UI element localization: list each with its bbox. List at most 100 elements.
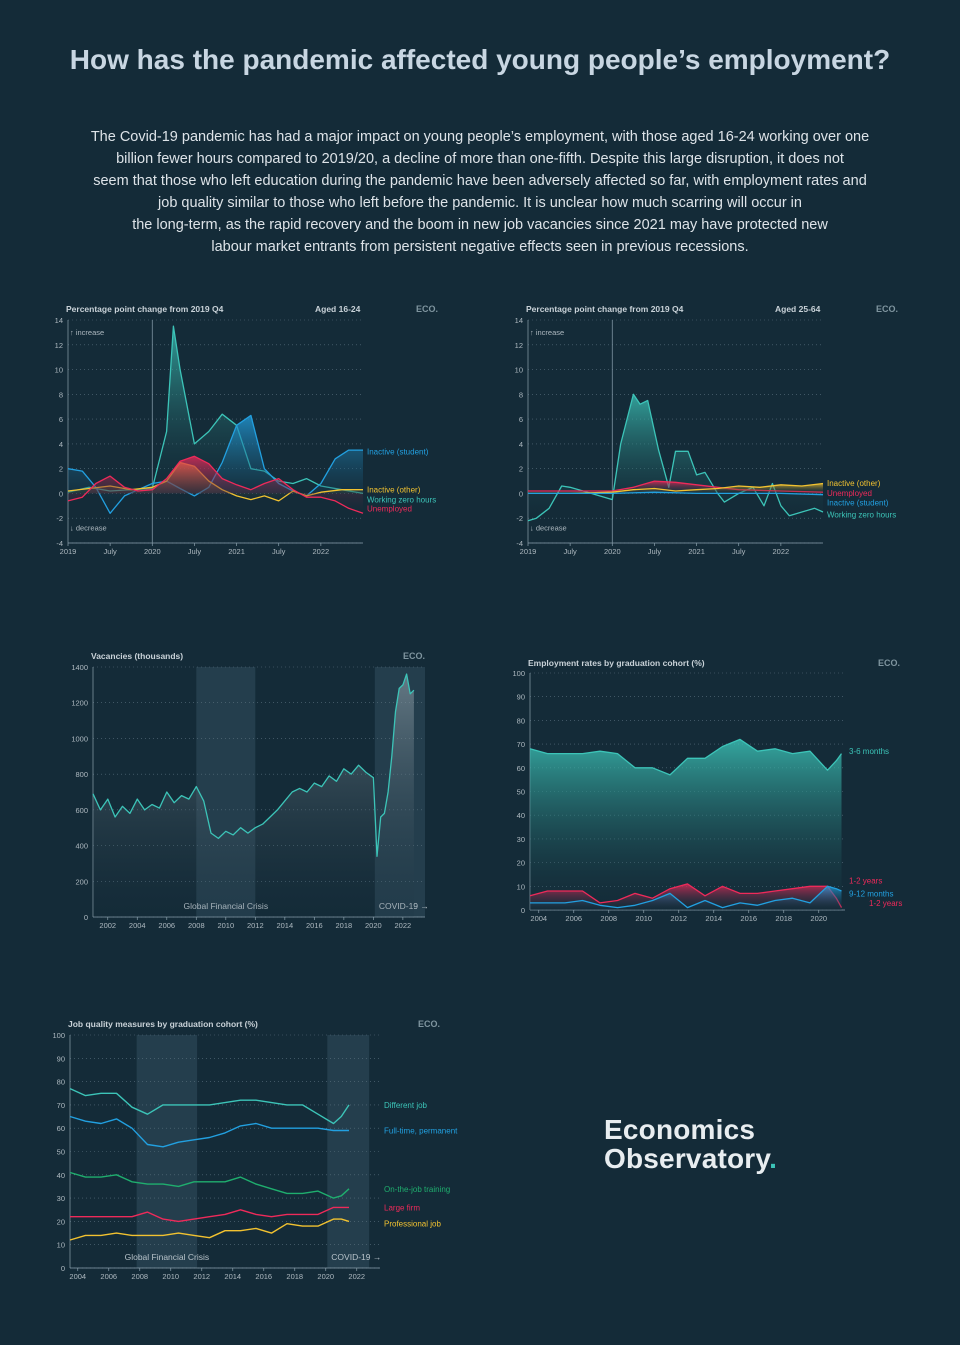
series-area	[528, 483, 823, 494]
series-label: Unemployed	[827, 489, 872, 498]
series-area	[68, 326, 363, 494]
y-tick-label: 14	[55, 316, 63, 325]
page-title: How has the pandemic affected young peop…	[69, 44, 891, 75]
series-line	[69, 1087, 350, 1125]
y-tick-label: 90	[517, 693, 525, 702]
intro-line: seem that those who left education durin…	[93, 173, 867, 189]
series-line	[530, 885, 842, 909]
y-tick-label: 6	[59, 415, 63, 424]
y-tick-label: 12	[515, 341, 523, 350]
y-tick-label: 70	[57, 1101, 65, 1110]
eco-brand-mark: ECO.	[416, 304, 438, 314]
y-tick-label: -4	[516, 539, 523, 548]
x-tick-label: 2018	[336, 921, 353, 930]
x-tick-label: 2006	[100, 1272, 117, 1281]
x-tick-label: July	[563, 547, 577, 556]
y-tick-label: 1200	[71, 699, 88, 708]
y-tick-label: 800	[75, 770, 88, 779]
y-tick-label: 40	[517, 811, 525, 820]
y-tick-label: 600	[75, 806, 88, 815]
y-tick-label: 10	[55, 366, 63, 375]
y-tick-label: 20	[57, 1217, 65, 1226]
x-tick-label: July	[103, 547, 117, 556]
series-line	[528, 491, 824, 496]
series-label: Working zero hours	[827, 511, 896, 520]
x-tick-label: 2018	[286, 1272, 303, 1281]
y-tick-label: 400	[75, 842, 88, 851]
y-tick-label: 8	[59, 390, 63, 399]
eco-brand-mark: ECO.	[878, 658, 900, 668]
x-tick-label: 2010	[217, 921, 234, 930]
x-tick-label: 2012	[670, 914, 687, 923]
y-tick-label: 20	[517, 859, 525, 868]
series-line	[529, 883, 843, 908]
x-tick-label: 2022	[313, 547, 330, 556]
y-tick-label: 10	[515, 366, 523, 375]
x-tick-label: 2020	[317, 1272, 334, 1281]
x-tick-label: 2004	[69, 1272, 86, 1281]
series-line	[69, 1171, 350, 1199]
x-tick-label: 2014	[705, 914, 722, 923]
eco-brand-mark: ECO.	[403, 651, 425, 661]
eco-brand-mark: ECO.	[876, 304, 898, 314]
series-label: Inactive (other)	[367, 486, 421, 495]
x-tick-label: 2021	[228, 547, 245, 556]
x-tick-label: 2002	[99, 921, 116, 930]
x-tick-label: July	[732, 547, 746, 556]
x-tick-label: 2004	[530, 914, 547, 923]
series-area	[530, 739, 842, 910]
chart-young-people: -4 -2 0 2 4 6 8 10 12 14 2019 July 2020 July 2021 July 2…	[55, 304, 438, 556]
y-tick-label: 8	[519, 390, 523, 399]
y-tick-label: 4	[519, 440, 523, 449]
y-tick-label: 4	[59, 440, 63, 449]
y-tick-label: 30	[517, 835, 525, 844]
chart-job-quality: Global Financial Crisis COVID-19 → 0 10 20 30…	[52, 1019, 458, 1281]
x-tick-label: 2020	[365, 921, 382, 930]
y-tick-label: 80	[57, 1078, 65, 1087]
x-tick-label: July	[272, 547, 286, 556]
x-tick-label: 2016	[306, 921, 323, 930]
y-tick-label: 0	[519, 489, 523, 498]
chart-older-people: -4 -2 0 2 4 6 8 10 12 14 2019 July 2020 July 2021 July 2…	[515, 304, 898, 556]
x-tick-label: 2012	[193, 1272, 210, 1281]
series-line	[70, 1206, 349, 1223]
y-tick-label: 100	[512, 669, 525, 678]
vacancies-area	[93, 674, 414, 917]
x-tick-label: 2008	[600, 914, 617, 923]
y-tick-label: 100	[52, 1031, 65, 1040]
intro-line: The Covid-19 pandemic has had a major im…	[90, 129, 870, 145]
x-tick-label: 2020	[810, 914, 827, 923]
series-line	[529, 738, 843, 776]
y-tick-label: 60	[57, 1124, 65, 1133]
annotation-increase: ↑ increase	[70, 328, 104, 337]
series-label: 1-2 years	[849, 876, 882, 885]
series-label: Inactive (student)	[827, 499, 889, 508]
y-tick-label: 200	[75, 877, 88, 886]
series-label: 9-12 months	[849, 889, 893, 898]
logo-line1: Economics	[604, 1114, 756, 1145]
y-tick-label: 0	[84, 913, 88, 922]
intro-line: billion fewer hours compared to 2019/20,…	[116, 151, 844, 167]
series-label: Professional job	[384, 1220, 441, 1229]
chart-title: Percentage point change from 2019 Q4	[66, 304, 224, 314]
series-label: Full-time, permanent	[384, 1127, 458, 1136]
series-line	[92, 673, 415, 857]
x-tick-label: 2019	[520, 547, 537, 556]
y-tick-label: 80	[517, 716, 525, 725]
eco-brand-mark: ECO.	[418, 1019, 440, 1029]
y-tick-label: 14	[515, 316, 523, 325]
annotation-decrease: ↓ decrease	[70, 524, 107, 533]
x-tick-label: 2006	[158, 921, 175, 930]
series-label: Inactive (other)	[827, 479, 881, 488]
x-tick-label: July	[648, 547, 662, 556]
annotation-decrease: ↓ decrease	[530, 524, 567, 533]
chart-subtitle: Aged 25-64	[775, 304, 821, 314]
x-tick-label: 2016	[740, 914, 757, 923]
y-tick-label: 2	[59, 465, 63, 474]
series-label: On-the-job training	[384, 1185, 450, 1194]
intro-line: the long-term, as the rapid recovery and…	[132, 217, 828, 233]
economics-observatory-logo: Economics Observatory.	[604, 1115, 777, 1173]
series-label: 1-2 years	[869, 899, 902, 908]
x-tick-label: 2020	[604, 547, 621, 556]
